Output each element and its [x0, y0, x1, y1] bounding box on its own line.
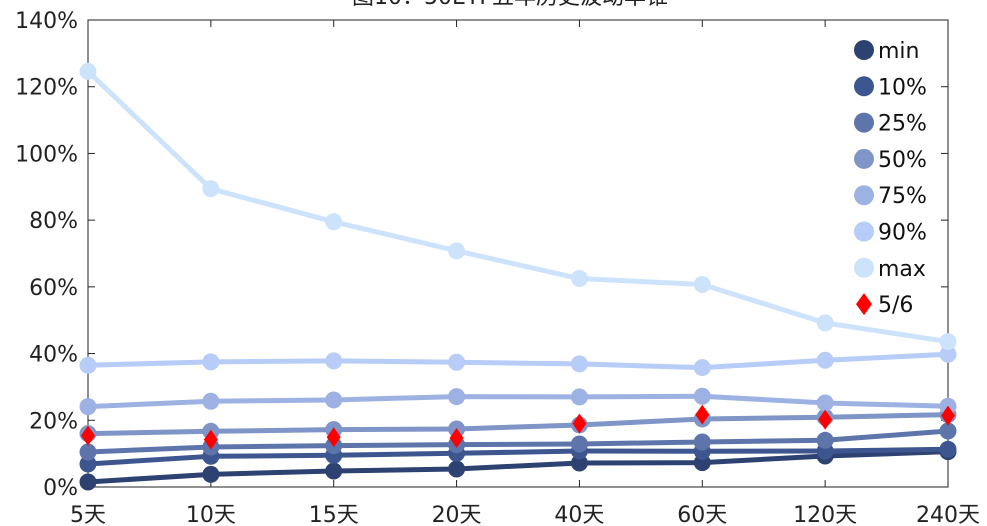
- plot-frame: [87, 19, 949, 488]
- series-line-75%: [87, 393, 949, 410]
- diamond-marker: [818, 409, 833, 430]
- y-tick-label: 100%: [15, 142, 78, 167]
- data-point-max: [448, 242, 466, 260]
- data-point-75%: [448, 388, 466, 406]
- series-line-10%: [87, 446, 949, 467]
- data-point-max: [816, 314, 834, 332]
- data-point-min: [79, 473, 97, 491]
- data-point-max: [570, 270, 588, 288]
- legend-marker-25%: [854, 112, 874, 133]
- diamond-marker: [203, 429, 218, 450]
- data-point-90%: [448, 353, 466, 371]
- x-tick-label: 5天: [70, 503, 106, 526]
- data-point-90%: [939, 345, 957, 363]
- x-tick-label: 10天: [186, 503, 236, 526]
- y-tick-label: 120%: [15, 76, 78, 101]
- data-point-max: [939, 333, 957, 351]
- data-point-90%: [693, 359, 711, 377]
- data-point-max: [79, 62, 97, 80]
- data-point-90%: [325, 352, 343, 370]
- data-point-min: [448, 460, 466, 478]
- data-point-75%: [202, 392, 220, 410]
- x-tick-label: 60天: [677, 503, 727, 526]
- y-tick-label: 40%: [29, 343, 78, 368]
- data-point-25%: [79, 443, 97, 461]
- data-point-90%: [570, 355, 588, 373]
- series-line-min: [87, 449, 949, 485]
- y-tick-label: 80%: [29, 209, 78, 234]
- legend-marker-5-6: [856, 293, 872, 316]
- diamond-marker: [941, 405, 955, 426]
- x-tick-label: 120天: [793, 503, 857, 526]
- diamond-marker: [326, 427, 341, 448]
- legend-marker-75%: [854, 185, 874, 206]
- legend-label: max: [878, 257, 926, 282]
- data-point-max: [325, 213, 343, 231]
- series-line-25%: [87, 428, 949, 455]
- legend-marker-min: [854, 40, 874, 60]
- data-point-25%: [570, 435, 588, 453]
- legend-label: 10%: [878, 75, 927, 100]
- diamond-marker: [449, 427, 464, 448]
- chart-title: 图10：50ETF五年历史波动率锥: [352, 0, 668, 10]
- legend-label: 25%: [878, 112, 927, 137]
- data-point-max: [202, 180, 220, 198]
- data-point-min: [570, 454, 588, 472]
- data-point-75%: [325, 391, 343, 409]
- legend-marker-50%: [854, 148, 874, 169]
- legend-label: min: [878, 39, 920, 64]
- marker-layer: [81, 404, 955, 450]
- legend-marker-max: [854, 257, 874, 278]
- data-point-75%: [816, 394, 834, 412]
- data-point-25%: [693, 433, 711, 451]
- legend-marker-10%: [854, 76, 874, 97]
- series-line-50%: [87, 412, 949, 437]
- data-point-min: [202, 465, 220, 483]
- data-point-75%: [79, 398, 97, 416]
- y-tick-label: 0%: [43, 476, 78, 501]
- data-point-75%: [693, 387, 711, 405]
- series-line-90%: [87, 351, 949, 371]
- data-point-90%: [202, 353, 220, 371]
- x-tick-label: 20天: [432, 503, 482, 526]
- diamond-marker: [572, 413, 587, 434]
- data-point-90%: [79, 356, 97, 374]
- diamond-marker: [81, 425, 95, 446]
- data-point-min: [325, 462, 343, 480]
- x-tick-label: 15天: [309, 503, 359, 526]
- axes: 0% 20% 40% 60% 80% 100% 120% 140% 5天 10天 15天 20天 40天…: [15, 9, 980, 526]
- legend-marker-90%: [854, 221, 874, 242]
- y-tick-label: 140%: [15, 9, 78, 34]
- legend: min 10% 25% 50% 75% 90% max 5/6: [854, 39, 927, 318]
- data-point-10%: [79, 455, 97, 473]
- data-point-10%: [939, 440, 957, 458]
- data-point-max: [693, 276, 711, 294]
- series-line-max: [86, 69, 949, 345]
- legend-label: 75%: [878, 184, 927, 209]
- data-point-90%: [816, 351, 834, 369]
- x-tick-label: 40天: [554, 503, 604, 526]
- x-tick-label: 240天: [916, 503, 980, 526]
- legend-label: 90%: [878, 221, 927, 246]
- legend-label: 5/6: [878, 293, 913, 318]
- data-point-25%: [816, 431, 834, 449]
- legend-label: 50%: [878, 148, 927, 173]
- y-tick-label: 20%: [29, 409, 78, 434]
- diamond-marker: [695, 404, 710, 425]
- data-point-75%: [570, 388, 588, 406]
- data-point-25%: [939, 422, 957, 440]
- y-tick-label: 60%: [29, 276, 78, 301]
